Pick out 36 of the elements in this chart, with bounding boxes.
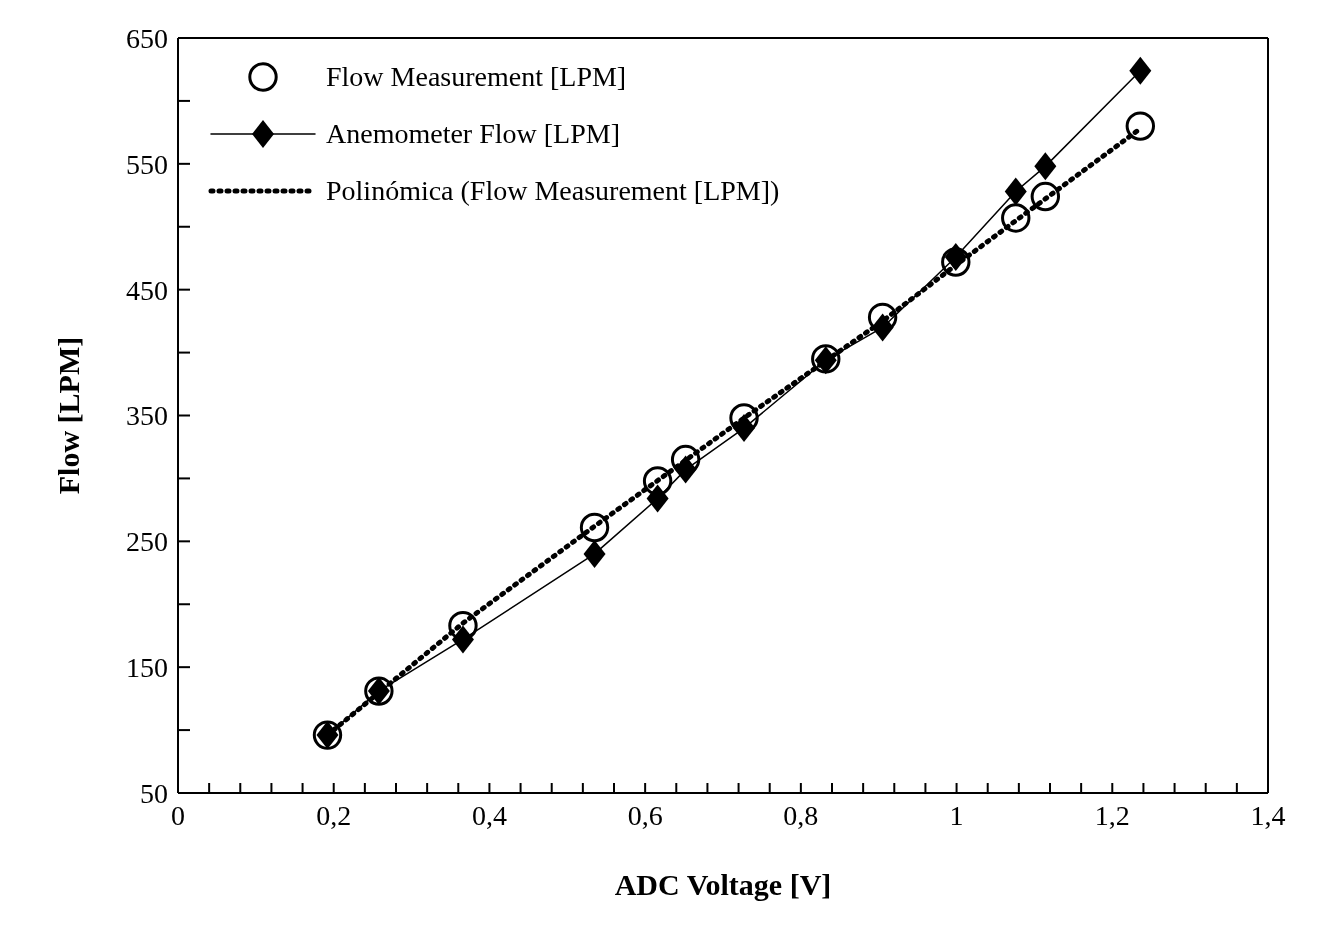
x-tick-label: 1,4 [1250, 799, 1286, 831]
x-tick-label: 0,8 [783, 799, 819, 831]
legend-label: Anemometer Flow [LPM] [326, 117, 620, 150]
point [1034, 152, 1057, 181]
point [579, 512, 610, 543]
x-tick-label: 1 [949, 799, 964, 831]
point [583, 539, 606, 568]
y-tick-label: 350 [126, 400, 168, 432]
point [944, 242, 967, 271]
y-tick-label: 250 [126, 526, 168, 558]
point [1030, 181, 1061, 212]
y-tick-label: 650 [126, 22, 168, 54]
point [674, 455, 697, 484]
x-tick-label: 0 [171, 799, 185, 831]
x-tick-label: 0,2 [316, 799, 352, 831]
point [733, 414, 756, 443]
point [941, 247, 971, 277]
x-axis-title: ADC Voltage [V] [614, 868, 832, 901]
point [1001, 203, 1031, 233]
y-tick-label: 450 [126, 274, 168, 306]
x-tick-label: 1,2 [1094, 799, 1130, 831]
x-tick-label: 0,6 [627, 799, 663, 831]
y-tick-label: 150 [126, 652, 168, 684]
point [451, 625, 474, 654]
point [642, 466, 673, 496]
y-tick-label: 50 [140, 777, 168, 809]
y-tick-label: 550 [126, 148, 168, 180]
point [1129, 56, 1152, 85]
y-axis-title: Flow [LPM] [51, 336, 85, 495]
point [1004, 177, 1027, 206]
point [871, 313, 894, 342]
point [646, 484, 669, 513]
legend-label: Flow Measurement [LPM] [326, 60, 627, 93]
point [1125, 111, 1156, 141]
x-tick-label: 0,4 [471, 799, 507, 831]
legend-label: Polinómica (Flow Measurement [LPM]) [326, 174, 780, 207]
